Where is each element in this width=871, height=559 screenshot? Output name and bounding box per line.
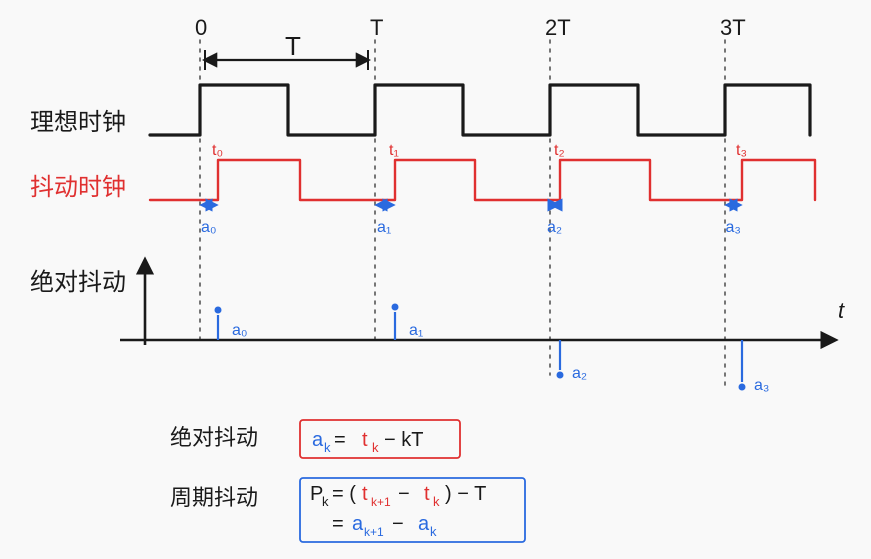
period-jitter-eq-part: k+1 (371, 495, 391, 509)
abs-jitter-eq-part: k (372, 440, 379, 455)
jitter-stem-label: a₃ (754, 377, 769, 394)
jitter-clock-label: 抖动时钟 (30, 174, 126, 201)
jitter-stem-dot (557, 372, 564, 379)
period-jitter-eq-part: − (398, 483, 410, 505)
jitter-diagram: 0 T 2T 3T T 理想时钟 抖动时钟 t₀ t₁ t₂ t₃ a₀ a₁ a₂ a₃ 绝对抖动 t… (0, 0, 871, 559)
ideal-clock-path (150, 85, 810, 135)
ideal-clock-waveform: 理想时钟 (30, 85, 810, 136)
period-jitter-eq-part: a (418, 513, 430, 535)
period-jitter-eq-part: ) − T (445, 483, 486, 505)
jitter-offset-label: a₀ (201, 219, 217, 236)
jitter-edge-time: t₀ (212, 142, 223, 159)
abs-jitter-eq-part: = (334, 429, 346, 451)
abs-jitter-eq-part: − kT (384, 429, 423, 451)
period-label: T (285, 31, 301, 61)
period-jitter-eq-part: − (392, 513, 404, 535)
period-jitter-eq-part: k+1 (364, 525, 384, 539)
period-jitter-eq-part: t (362, 483, 368, 505)
jitter-edge-time: t₃ (736, 142, 747, 159)
jitter-edge-time: t₁ (389, 142, 399, 159)
period-jitter-eq-title: 周期抖动 (170, 485, 258, 510)
time-tick: 0 (195, 15, 207, 40)
time-tick: 2T (545, 15, 571, 40)
jitter-offset-label: a₁ (377, 219, 391, 236)
time-tick: 3T (720, 15, 746, 40)
jitter-stem-dot (392, 304, 399, 311)
period-jitter-eq-part: a (352, 513, 364, 535)
jitter-clock-waveform: 抖动时钟 t₀ t₁ t₂ t₃ a₀ a₁ a₂ a₃ (30, 142, 815, 236)
equations: 绝对抖动ak = tk − kT周期抖动Pk = (tk+1 − tk) − T… (170, 420, 525, 542)
period-jitter-eq-part: = (332, 513, 344, 535)
abs-jitter-eq-part: t (362, 429, 368, 451)
period-jitter-eq-part: k (433, 494, 440, 509)
abs-jitter-eq-part: k (324, 440, 331, 455)
jitter-edge-time: t₂ (554, 142, 565, 159)
jitter-stem-label: a₁ (409, 322, 423, 339)
jitter-offset-label: a₃ (726, 219, 741, 236)
jitter-stem-dot (215, 307, 222, 314)
jitter-offset-label: a₂ (547, 219, 562, 236)
time-tick: T (370, 15, 383, 40)
time-axis-label: t (838, 298, 845, 323)
abs-jitter-axis-label: 绝对抖动 (30, 269, 126, 296)
time-tick-labels: 0 T 2T 3T (195, 15, 746, 40)
period-jitter-eq-part: k (322, 494, 329, 509)
jitter-stem-dot (739, 384, 746, 391)
period-jitter-eq-part: k (430, 524, 437, 539)
ideal-clock-label: 理想时钟 (30, 109, 126, 136)
period-jitter-eq-part: = ( (332, 483, 356, 505)
abs-jitter-eq-title: 绝对抖动 (170, 425, 258, 450)
jitter-clock-path (150, 160, 815, 200)
jitter-stem-label: a₂ (572, 365, 587, 382)
jitter-stem-label: a₀ (232, 322, 248, 339)
period-jitter-eq-part: t (424, 483, 430, 505)
abs-jitter-eq-part: a (312, 429, 324, 451)
absolute-jitter-plot: 绝对抖动 t a₀ a₁ a₂ a₃ (30, 260, 845, 394)
period-arrow: T (205, 31, 368, 70)
